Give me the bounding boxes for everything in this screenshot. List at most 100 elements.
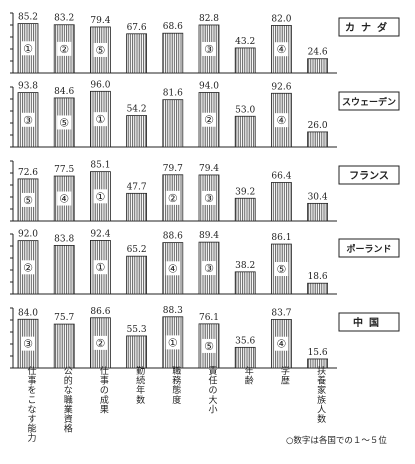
value-label: 39.2 xyxy=(235,187,255,197)
panel-4: 92.0 ② 83.8 92.4 ① 65.2 88.6 ④ 89.4 ③ 38.2 86.1 ⑤ 18.… xyxy=(10,229,400,295)
value-label: 30.4 xyxy=(308,192,328,202)
bar xyxy=(53,323,75,369)
country-name: フランス xyxy=(349,170,389,182)
category-label: 責任の大小 xyxy=(208,365,217,415)
value-label: 26.0 xyxy=(308,121,328,131)
rank-badge: ⑤ xyxy=(276,263,286,276)
panel-2: 93.8 ③ 84.6 ⑤ 96.0 ① 54.2 81.6 94.0 ② 53.0 92.6 ④ 26.… xyxy=(10,80,400,148)
rank-badge-bg xyxy=(21,41,35,56)
bar xyxy=(307,58,329,74)
value-label: 77.5 xyxy=(54,165,74,175)
value-label: 92.0 xyxy=(18,230,38,240)
value-label: 24.6 xyxy=(308,48,328,58)
rank-badge-bg xyxy=(165,261,180,276)
value-label: 88.6 xyxy=(163,232,183,242)
value-label: 54.2 xyxy=(127,105,147,115)
value-label: 81.6 xyxy=(163,89,183,99)
rank-badge: ⑤ xyxy=(59,116,69,129)
value-label: 84.0 xyxy=(18,308,38,318)
category-label: 勤続年数 xyxy=(136,365,145,406)
rank-badge-bg xyxy=(57,41,72,56)
bar xyxy=(307,282,329,295)
rank-badge: ② xyxy=(168,192,178,205)
rank-badge-bg xyxy=(21,336,35,351)
category-label: 仕事の成果 xyxy=(100,365,109,415)
rank-badge: ⑤ xyxy=(23,194,33,207)
rank-badge: ③ xyxy=(204,192,214,205)
value-label: 79.4 xyxy=(199,164,219,174)
rank-badge-bg xyxy=(21,112,35,127)
rank-badge: ① xyxy=(95,190,105,203)
rank-badge-bg xyxy=(202,41,216,56)
rank-badge: ① xyxy=(23,42,33,55)
value-label: 53.0 xyxy=(235,105,255,115)
country-name: 中国 xyxy=(353,316,385,329)
value-label: 72.6 xyxy=(18,168,38,178)
value-label: 85.2 xyxy=(18,13,38,23)
rank-badge-bg xyxy=(274,42,289,57)
panel-3: 72.6 ⑤ 77.5 ④ 85.1 ① 47.7 79.7 ② 79.4 ③ 39.2 66.4 30.… xyxy=(10,160,400,222)
rank-badge: ③ xyxy=(23,114,33,127)
bar xyxy=(307,131,329,148)
value-label: 15.6 xyxy=(308,348,328,358)
rank-badge-bg xyxy=(57,191,72,206)
rank-badge: ① xyxy=(168,336,178,349)
rank-badge: ⑤ xyxy=(204,340,214,353)
rank-badge: ① xyxy=(95,261,105,274)
rank-badge: ③ xyxy=(204,262,214,275)
category-label: 扶養家族人数 xyxy=(317,365,326,425)
bar xyxy=(307,358,329,369)
bar xyxy=(126,192,147,222)
value-label: 83.2 xyxy=(54,14,74,24)
value-label: 67.6 xyxy=(127,23,147,33)
value-label: 68.6 xyxy=(163,22,183,32)
rank-badge-bg xyxy=(57,115,72,130)
rank-badge-bg xyxy=(165,190,180,205)
rank-badge-bg xyxy=(202,338,216,353)
rank-badge: ④ xyxy=(59,193,69,206)
rank-badge-bg xyxy=(202,112,216,127)
value-label: 85.1 xyxy=(90,161,110,171)
rank-badge: ③ xyxy=(204,43,214,56)
rank-badge: ⑤ xyxy=(95,44,105,57)
country-name: スウェーデン xyxy=(342,96,396,108)
bar xyxy=(126,335,147,369)
rank-badge-bg xyxy=(21,260,35,275)
value-label: 88.3 xyxy=(163,306,183,316)
rank-badge: ④ xyxy=(168,262,178,275)
country-box xyxy=(338,238,400,258)
country-box xyxy=(338,91,400,111)
panel-5: 84.0 ③ 75.7 86.6 ② 55.3 88.3 ① 76.1 ⑤ 35.6 83.7 ④ 15.… xyxy=(10,306,400,369)
rank-badge: ① xyxy=(95,113,105,126)
country-name: ポーランド xyxy=(346,243,391,255)
value-label: 79.7 xyxy=(163,164,183,174)
rank-badge: ③ xyxy=(23,338,33,351)
value-label: 82.8 xyxy=(199,14,219,24)
value-label: 47.7 xyxy=(127,182,147,192)
bar xyxy=(126,33,147,74)
value-label: 65.2 xyxy=(127,245,147,255)
bar xyxy=(234,197,256,222)
value-label: 18.6 xyxy=(308,272,328,282)
value-label: 86.1 xyxy=(271,233,291,243)
bar xyxy=(162,32,184,74)
value-label: 79.4 xyxy=(90,16,110,26)
value-label: 84.6 xyxy=(54,87,74,97)
value-label: 86.6 xyxy=(90,307,110,317)
rank-badge-bg xyxy=(21,192,35,207)
rank-badge: ② xyxy=(204,114,214,127)
bar xyxy=(126,115,147,148)
rank-badge: ④ xyxy=(276,114,286,127)
bar xyxy=(270,182,292,222)
bar xyxy=(234,47,256,74)
value-label: 82.0 xyxy=(271,14,291,24)
rank-badge-bg xyxy=(274,336,289,351)
value-label: 35.6 xyxy=(235,336,255,346)
category-label: 学歴 xyxy=(281,365,290,387)
category-label: 職務態度 xyxy=(172,366,181,406)
value-label: 83.7 xyxy=(271,308,291,318)
rank-badge: ② xyxy=(23,261,33,274)
bar xyxy=(53,244,75,295)
value-label: 89.4 xyxy=(199,231,219,241)
